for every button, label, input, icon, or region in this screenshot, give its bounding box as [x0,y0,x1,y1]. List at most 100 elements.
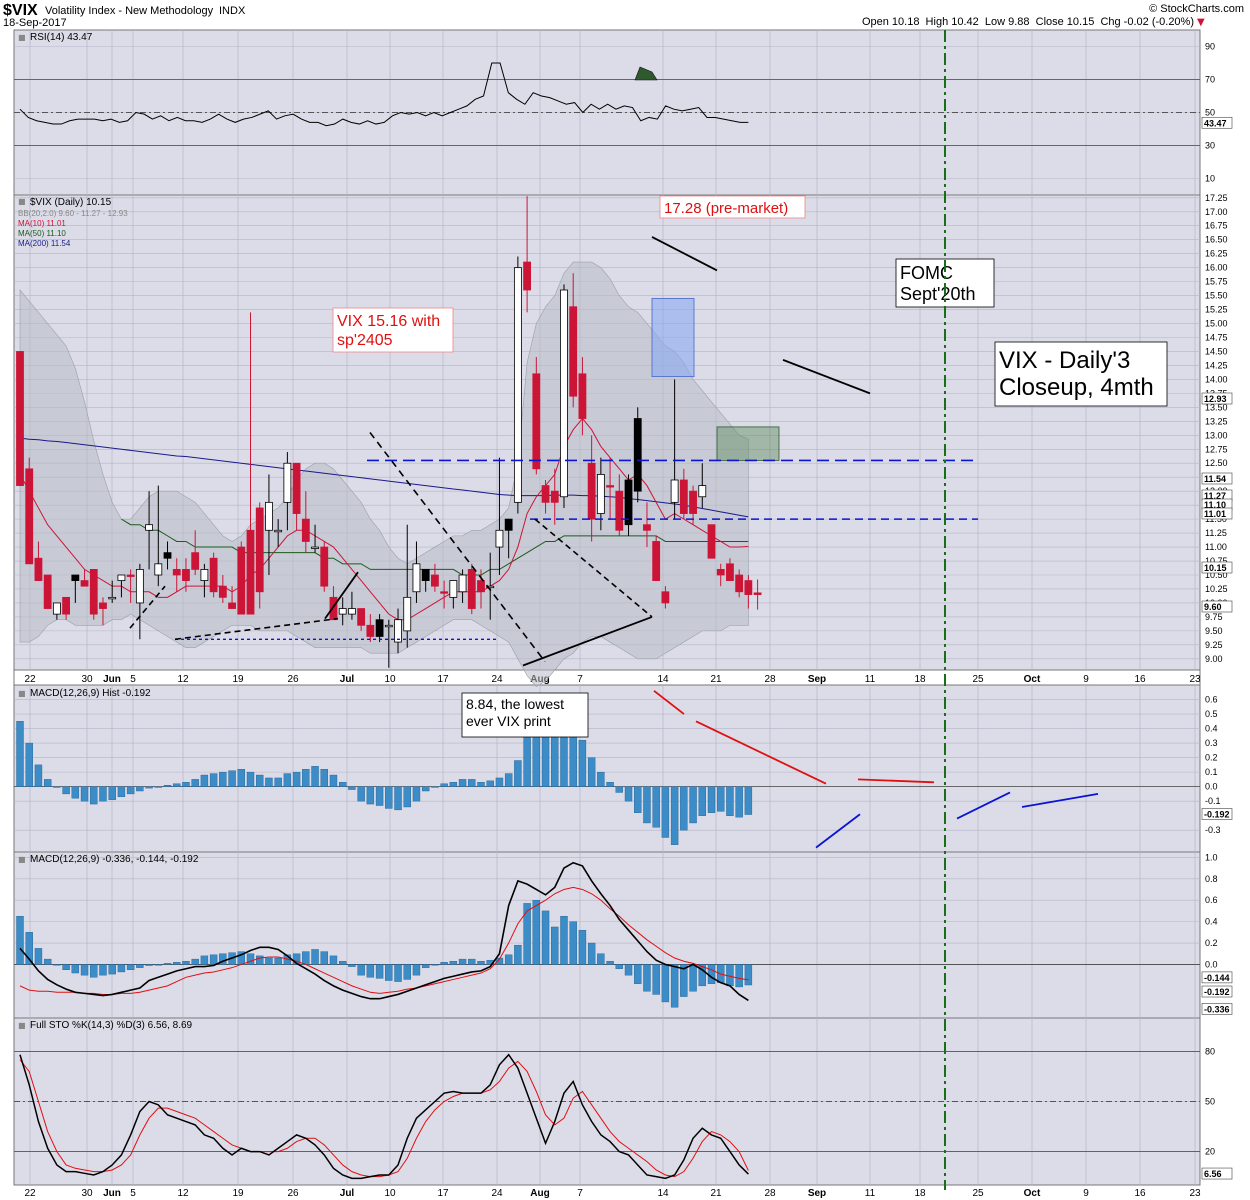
macd-hist-bar [43,779,52,787]
y-axis-tick-label: 1.0 [1205,852,1218,862]
macd-panel-hist-bar [670,964,679,1008]
candle-body [182,569,190,581]
y-axis-tick-label: 11.25 [1205,528,1227,538]
macd-panel-hist-bar [256,955,264,965]
y-axis-tick-label: 15.25 [1205,305,1228,315]
macd-panel-hist-bar [357,964,365,976]
candle-body [541,485,550,503]
price-badge-box [1201,392,1233,405]
macd-panel-hist-bar [643,964,651,992]
hist-flat-line [857,778,935,784]
x-axis-tick-label-bottom: 30 [81,1188,93,1199]
rsi-value-badge: 43.47 [1204,118,1227,128]
candle-body [513,267,522,503]
macd-hist-bar [421,786,430,792]
macd-hist-bar [292,771,301,787]
macd-panel-hist-bar [735,964,743,988]
macd-panel-hist-bar [375,964,384,979]
macd-panel-hist-bar [421,964,430,968]
macd-hist-bar [578,739,587,787]
price-badge: 11.54 [1204,474,1226,484]
x-axis-tick-label-bottom: 10 [384,1188,396,1199]
candle-body [117,574,126,581]
stochastic-title: Full STO %K(14,3) %D(3) 6.56, 8.69 [30,1020,193,1031]
annotation-july-box [332,307,454,353]
macd-hist-bar [726,786,734,816]
chart-credit: © StockCharts.com [1149,3,1244,15]
price-badge-box [1201,472,1233,485]
chart-date: 18-Sep-2017 [3,17,67,29]
macd-hist-bar [634,786,642,813]
macd-panel-hist-bar [173,962,181,965]
macd-panel-hist-bar [200,955,209,965]
macd-hist-bar [587,757,596,787]
candle-body [80,580,89,587]
candle-body [43,574,52,609]
x-axis-tick-label-bottom: 12 [177,1188,189,1199]
candle-body [52,602,61,615]
macd-hist-bar [99,786,107,802]
macd-hist-bar [624,786,633,802]
macd-hist-bar [339,782,347,787]
macd-hist-bar [209,773,218,787]
candle-body [228,602,236,609]
macd-panel-hist-bar [449,961,458,965]
y-axis-tick-label: 16.00 [1205,263,1228,273]
y-axis-tick-label: 13.25 [1205,416,1228,426]
macd-hist-bar [440,783,448,787]
macd-hist-bar [320,769,328,787]
chg-down-arrow: ▼ [1197,17,1205,28]
highlight-box-blue [651,297,695,378]
y-axis-tick-label: 10.75 [1205,556,1228,566]
price-badge-box [1201,507,1233,520]
y-axis-tick-label: 30 [1205,141,1215,151]
macd-hist-bar [468,779,476,787]
candle-body [504,518,513,531]
stochastic-badge: 6.56 [1204,1169,1222,1179]
macd-hist-bar [90,786,98,805]
y-axis-tick-label: 14.25 [1205,360,1228,370]
macd-hist-bar [486,780,494,787]
candle-body [532,373,541,470]
y-axis-tick-label: 15.00 [1205,319,1228,329]
macd-hist-bar [283,773,292,787]
y-axis-tick-label: 17.00 [1205,207,1228,217]
candle-body [191,552,200,570]
macd-panel-hist-bar [53,964,61,966]
macd-hist-bar [53,786,61,788]
candle-body [145,524,153,531]
macd-hist-bar [145,786,153,789]
y-axis-tick-label: 12.75 [1205,444,1228,454]
y-axis-tick-label: 10 [1205,174,1215,184]
macd-panel-hist-bar [661,964,670,1003]
macd-hist-bar [80,786,89,802]
panel-close-icon: ■ [18,1021,26,1030]
macd-panel-hist-bar [302,951,310,965]
macd-hist-bar [495,777,504,787]
macd-hist-badge: -0.192 [1204,810,1230,820]
x-axis-tick-label-bottom: 5 [130,1188,136,1199]
macd-panel-hist-bar [551,926,559,965]
y-axis-tick-label: 10.50 [1205,570,1228,580]
macd-panel-hist-bar [698,964,706,987]
annotation-july-line: sp'2405 [337,332,393,349]
macd-panel-hist-bar [246,953,255,965]
macd-panel-hist-bar [80,964,89,976]
macd-hist-bar [25,742,33,787]
candle-body [606,485,614,488]
candle-body [430,574,439,587]
macd-panel-hist-bar [191,958,199,965]
macd-panel-hist-bar [108,964,116,975]
macd-hist-bar [744,786,753,815]
x-axis-tick-label-bottom: Sep [808,1188,826,1199]
x-axis-tick-label-bottom: 28 [764,1188,776,1199]
candle-body [753,592,762,595]
macd-hist-bar [265,777,273,787]
macd-panel-hist-bar [126,964,135,971]
macd-panel-hist-bar [43,958,52,965]
macd-hist-bar [34,764,43,787]
macd-panel-hist-bar [311,949,319,965]
macd-panel-hist-bar [440,962,448,965]
candle-body [246,529,255,615]
macd-panel-hist-bar [523,903,531,965]
